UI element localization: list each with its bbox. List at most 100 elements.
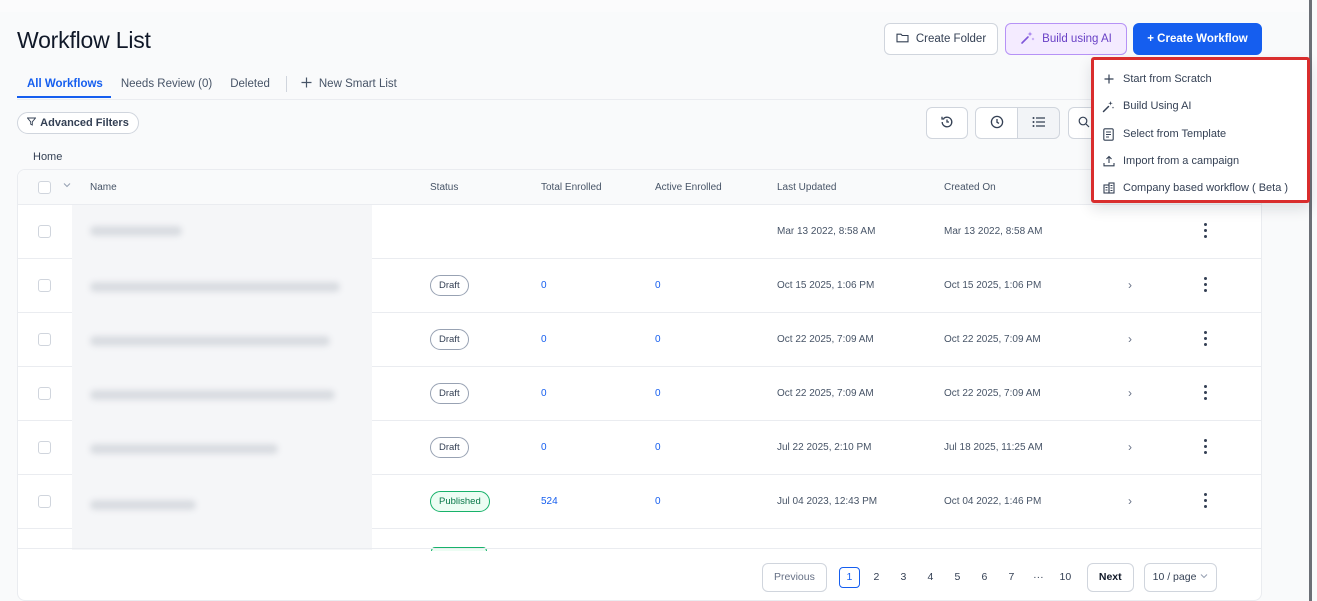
chevron-right-icon[interactable]: › [1128, 278, 1132, 292]
more-actions-icon[interactable] [1201, 220, 1209, 240]
pagination-ellipsis[interactable]: ··· [1033, 571, 1044, 583]
tab-divider [285, 76, 287, 92]
page-title: Workflow List [17, 27, 151, 53]
advanced-filters-label: Advanced Filters [40, 117, 129, 129]
page-6[interactable]: 6 [981, 571, 988, 583]
table-row[interactable]: Draft 0 0 Oct 22 2025, 7:09 AM Oct 22 20… [18, 367, 1261, 421]
menu-item-select-from-template[interactable]: Select from Template [1102, 124, 1226, 144]
active-enrolled-cell[interactable]: 0 [655, 496, 661, 507]
sparkle-wand-icon [1020, 30, 1035, 48]
row-checkbox[interactable] [38, 333, 51, 346]
previous-page-button[interactable]: Previous [762, 562, 827, 592]
active-enrolled-cell[interactable]: 0 [655, 388, 661, 399]
next-page-button[interactable]: Next [1086, 562, 1134, 592]
table-row[interactable]: Published 524 0 Jul 04 2023, 12:43 PM Oc… [18, 475, 1261, 529]
sparkle-wand-icon [1102, 100, 1115, 113]
page-7[interactable]: 7 [1008, 571, 1015, 583]
breadcrumb[interactable]: Home [33, 151, 63, 163]
chevron-right-icon[interactable]: › [1128, 494, 1132, 508]
created-on-cell: Oct 04 2022, 1:46 PM [944, 496, 1042, 507]
page-3[interactable]: 3 [900, 571, 907, 583]
last-updated-cell: Oct 15 2025, 1:06 PM [777, 280, 875, 291]
created-on-cell: Jul 18 2025, 11:25 AM [944, 442, 1043, 453]
table-row[interactable]: Draft 0 0 Oct 15 2025, 1:06 PM Oct 15 20… [18, 259, 1261, 313]
workflow-tabs: All Workflows Needs Review (0) Deleted N… [27, 75, 397, 93]
pagination: Previous 1 2 3 4 5 6 7 ··· 10 Next 10 / … [762, 562, 1218, 592]
total-enrolled-cell[interactable]: 0 [541, 280, 547, 291]
table-row[interactable]: Mar 13 2022, 8:58 AM Mar 13 2022, 8:58 A… [18, 205, 1261, 259]
column-active-enrolled[interactable]: Active Enrolled [655, 182, 722, 193]
search-icon [1078, 116, 1090, 131]
row-checkbox[interactable] [38, 387, 51, 400]
menu-item-import-from-campaign[interactable]: Import from a campaign [1102, 151, 1239, 171]
total-enrolled-cell[interactable]: 0 [541, 334, 547, 345]
chevron-right-icon[interactable]: › [1128, 440, 1132, 454]
plus-icon [1102, 74, 1115, 84]
total-enrolled-cell[interactable]: 0 [541, 442, 547, 453]
page-4[interactable]: 4 [927, 571, 934, 583]
row-checkbox[interactable] [38, 225, 51, 238]
row-checkbox[interactable] [38, 279, 51, 292]
select-all-checkbox[interactable] [38, 181, 51, 194]
total-enrolled-cell[interactable]: 0 [541, 388, 547, 399]
table-header: Name Status Total Enrolled Active Enroll… [18, 170, 1261, 205]
active-enrolled-cell[interactable]: 0 [655, 280, 661, 291]
row-checkbox[interactable] [38, 495, 51, 508]
list-icon [1032, 116, 1046, 131]
column-last-updated[interactable]: Last Updated [777, 182, 837, 193]
last-updated-cell: Jul 04 2023, 12:43 PM [777, 496, 878, 507]
build-using-ai-button[interactable]: Build using AI [1005, 23, 1127, 55]
menu-item-company-based-workflow[interactable]: Company based workflow ( Beta ) [1102, 178, 1288, 198]
row-checkbox[interactable] [38, 441, 51, 454]
chevron-right-icon[interactable]: › [1128, 332, 1132, 346]
list-view-button[interactable] [1017, 107, 1060, 139]
page-1[interactable]: 1 [838, 566, 860, 588]
table-row[interactable]: Draft 0 0 Jul 22 2025, 2:10 PM Jul 18 20… [18, 421, 1261, 475]
tab-needs-review[interactable]: Needs Review (0) [120, 78, 213, 90]
redacted-names-area [72, 205, 372, 550]
create-folder-button[interactable]: Create Folder [884, 23, 998, 55]
menu-item-build-using-ai[interactable]: Build Using AI [1102, 96, 1191, 116]
active-enrolled-cell[interactable]: 0 [655, 442, 661, 453]
more-actions-icon[interactable] [1201, 274, 1209, 294]
menu-item-label: Start from Scratch [1123, 73, 1212, 85]
recent-view-button[interactable] [975, 107, 1018, 139]
column-total-enrolled[interactable]: Total Enrolled [541, 182, 602, 193]
more-actions-icon[interactable] [1201, 436, 1209, 456]
created-on-cell: Oct 15 2025, 1:06 PM [944, 280, 1042, 291]
more-actions-icon[interactable] [1201, 382, 1209, 402]
page-size-label: 10 / page [1152, 571, 1197, 583]
create-workflow-button[interactable]: + Create Workflow [1133, 23, 1262, 55]
tab-all-workflows[interactable]: All Workflows [27, 78, 103, 90]
partial-status-badge [431, 547, 487, 551]
menu-item-label: Select from Template [1123, 128, 1227, 140]
plus-icon [301, 77, 312, 91]
created-on-cell: Oct 22 2025, 7:09 AM [944, 388, 1041, 399]
created-on-cell: Oct 22 2025, 7:09 AM [944, 334, 1041, 345]
table-row[interactable]: Draft 0 0 Oct 22 2025, 7:09 AM Oct 22 20… [18, 313, 1261, 367]
window-edge [1309, 0, 1312, 601]
more-actions-icon[interactable] [1201, 328, 1209, 348]
more-actions-icon[interactable] [1201, 490, 1209, 510]
column-name[interactable]: Name [90, 182, 117, 193]
chevron-right-icon[interactable]: › [1128, 386, 1132, 400]
last-updated-cell: Oct 22 2025, 7:09 AM [777, 388, 874, 399]
page-size-select[interactable]: 10 / page [1143, 562, 1218, 592]
new-smart-list-button[interactable]: New Smart List [301, 77, 397, 91]
tab-deleted[interactable]: Deleted [230, 78, 270, 90]
total-enrolled-cell[interactable]: 524 [541, 496, 558, 507]
menu-item-start-from-scratch[interactable]: Start from Scratch [1102, 69, 1212, 89]
active-enrolled-cell[interactable]: 0 [655, 334, 661, 345]
top-strip [0, 0, 1309, 12]
import-icon [1102, 155, 1115, 167]
column-status[interactable]: Status [430, 182, 459, 193]
history-button[interactable] [926, 107, 968, 139]
page-5[interactable]: 5 [954, 571, 961, 583]
advanced-filters-button[interactable]: Advanced Filters [17, 112, 139, 134]
page-2[interactable]: 2 [873, 571, 880, 583]
chevron-down-icon[interactable] [63, 181, 71, 192]
page-10[interactable]: 10 [1059, 571, 1072, 583]
menu-item-label: Build Using AI [1123, 100, 1192, 112]
column-created-on[interactable]: Created On [944, 182, 996, 193]
filter-icon [26, 117, 37, 129]
